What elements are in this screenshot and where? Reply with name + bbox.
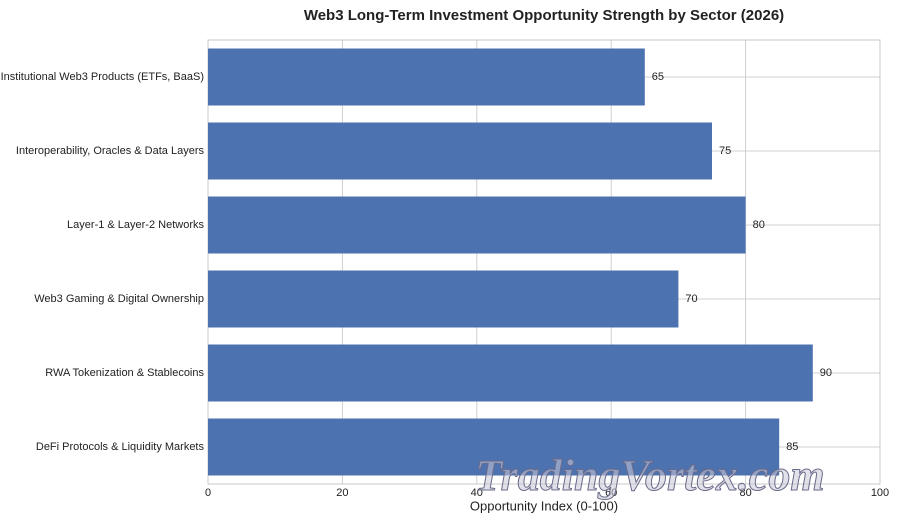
x-tick-label: 40: [471, 487, 483, 499]
bar: [208, 48, 645, 106]
y-tick-label: Layer-1 & Layer-2 Networks: [67, 219, 204, 231]
x-axis-label: Opportunity Index (0-100): [470, 498, 618, 513]
bar: [208, 344, 813, 402]
chart-title: Web3 Long-Term Investment Opportunity St…: [304, 7, 784, 24]
value-label: 65: [652, 71, 664, 83]
y-tick-label: Interoperability, Oracles & Data Layers: [16, 145, 205, 157]
y-tick-label: Web3 Gaming & Digital Ownership: [34, 293, 204, 305]
value-label: 85: [786, 441, 798, 453]
x-tick-label: 20: [336, 487, 348, 499]
bar: [208, 196, 746, 254]
plot-frame: [207, 39, 881, 485]
x-tick-label: 0: [205, 487, 211, 499]
y-tick-label: DeFi Protocols & Liquidity Markets: [36, 441, 205, 453]
x-tick-label: 60: [605, 487, 617, 499]
y-tick-label: Institutional Web3 Products (ETFs, BaaS): [1, 71, 204, 83]
value-label: 75: [719, 145, 731, 157]
x-tick-label: 80: [739, 487, 751, 499]
value-label: 80: [753, 219, 765, 231]
y-tick-label: RWA Tokenization & Stablecoins: [45, 367, 204, 379]
bar: [208, 270, 679, 328]
value-label: 70: [685, 293, 697, 305]
bar: [208, 122, 712, 180]
value-label: 90: [820, 367, 832, 379]
watermark: TradingVortex.com: [475, 451, 824, 500]
bar: [208, 418, 780, 476]
x-tick-label: 100: [871, 487, 889, 499]
